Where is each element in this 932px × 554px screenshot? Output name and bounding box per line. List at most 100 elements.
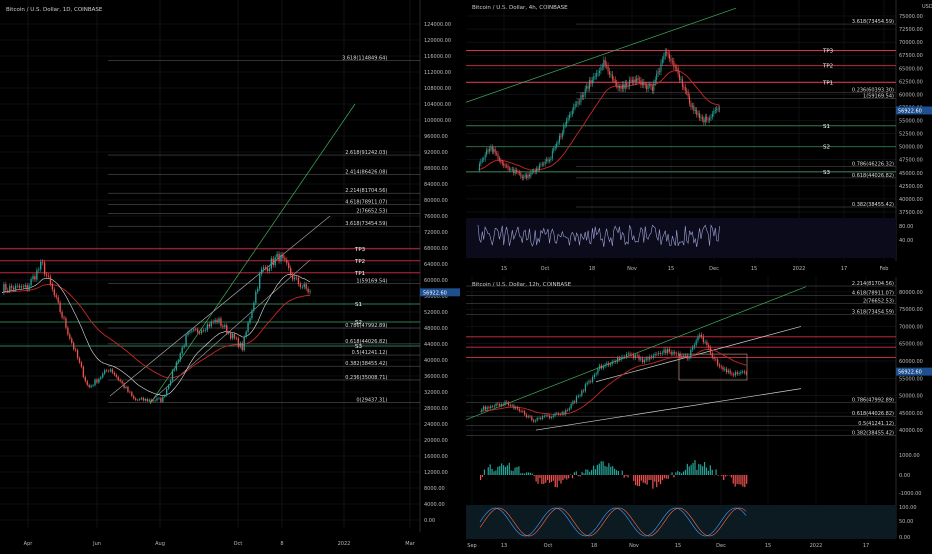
tr-candle — [489, 149, 490, 152]
left-price-tick: 100000.00 — [424, 118, 451, 124]
left-price-tick: 92000.00 — [424, 150, 448, 156]
br-macd-bar — [654, 475, 655, 482]
br-candle — [570, 404, 571, 408]
br-candle — [506, 402, 507, 403]
br-candle — [628, 354, 629, 355]
tr-candle — [630, 80, 631, 81]
br-price-tick: 45000.00 — [899, 411, 923, 417]
br-macd-bar — [505, 467, 506, 475]
br-candle — [692, 347, 693, 350]
br-macd-bar — [509, 463, 510, 475]
br-candle — [524, 411, 525, 414]
left-candle — [118, 377, 119, 380]
br-macd-bar — [712, 470, 713, 475]
left-fib-label: 1(59169.54) — [356, 278, 387, 284]
tr-candle — [686, 91, 687, 92]
left-candle — [238, 338, 239, 347]
br-macd-bar — [723, 475, 724, 480]
br-macd-bar — [702, 466, 703, 475]
br-price-tick: 75000.00 — [899, 307, 923, 313]
br-macd-bar — [555, 475, 556, 487]
left-candle — [160, 398, 161, 402]
br-macd-bar — [700, 464, 701, 475]
tr-candle — [682, 79, 683, 86]
br-candle — [667, 349, 668, 353]
br-macd-bar — [656, 475, 657, 487]
tr-target-label: S1 — [823, 124, 830, 130]
br-candle — [578, 396, 579, 397]
tr-price-tick: 62500.00 — [899, 79, 923, 85]
br-candle — [529, 416, 530, 417]
br-candle — [612, 362, 613, 365]
left-candle — [257, 289, 258, 292]
left-candle — [249, 318, 250, 323]
br-candle — [708, 345, 709, 348]
br-macd-bar — [710, 465, 711, 475]
tr-price-tick: 72500.00 — [899, 27, 923, 33]
tr-candle — [702, 117, 703, 119]
br-macd-bar — [490, 464, 491, 475]
tr-candle — [552, 151, 553, 159]
left-candle — [168, 385, 169, 389]
tr-fib-label: 3.618(73454.59) — [852, 19, 894, 25]
tr-candle — [546, 159, 547, 161]
tr-candle — [592, 80, 593, 83]
chart-12h[interactable]: 80000.0075000.0070000.0065000.0060000.00… — [466, 277, 932, 550]
tr-candle — [689, 96, 690, 103]
br-price-tick: 65000.00 — [899, 342, 923, 348]
left-candle — [131, 392, 132, 396]
left-price-tick: 104000.00 — [424, 102, 451, 108]
br-macd-bar — [560, 475, 561, 484]
br-macd-bar — [627, 475, 628, 477]
chart-4h[interactable]: 75000.0072500.0070000.0067500.0065000.00… — [466, 0, 932, 273]
br-candle — [681, 356, 682, 357]
br-macd-bar — [574, 472, 575, 475]
br-macd-bar — [744, 475, 745, 487]
br-macd-tick: 0.00 — [899, 473, 910, 479]
tr-candle — [658, 71, 659, 73]
tr-candle — [542, 164, 543, 165]
left-candle — [121, 381, 122, 383]
tr-candle — [593, 76, 594, 80]
chart-1d[interactable]: 124000.00120000.00116000.00112000.001080… — [0, 0, 462, 550]
br-candle — [551, 417, 552, 418]
tr-candle — [495, 149, 496, 153]
tr-candle — [532, 171, 533, 172]
left-candle — [156, 399, 157, 401]
left-candle — [265, 267, 266, 268]
br-fib-label: 0.382(38455.42) — [852, 430, 894, 436]
tr-candle — [670, 59, 671, 61]
br-macd-bar — [681, 473, 682, 475]
left-price-tick: 60000.00 — [424, 278, 448, 284]
left-fib-label: 3.618(73454.59) — [345, 221, 387, 227]
br-candle — [704, 342, 705, 343]
tr-candle — [562, 133, 563, 137]
br-candle — [562, 412, 563, 414]
tr-candle — [683, 87, 684, 88]
left-candle — [59, 302, 60, 312]
tr-candle — [716, 109, 717, 110]
left-candle — [294, 278, 295, 280]
br-macd-bar — [537, 475, 538, 484]
left-candle — [149, 400, 150, 402]
tr-price-tick: 42500.00 — [899, 184, 923, 190]
br-time-tick: 13 — [501, 543, 507, 549]
tr-current-price: 56922.60 — [898, 108, 922, 114]
left-candle — [27, 285, 28, 289]
br-candle — [646, 358, 647, 360]
br-candle — [585, 384, 586, 391]
br-macd-bar — [733, 475, 734, 484]
br-macd-bar — [543, 475, 544, 484]
tr-candle — [718, 109, 719, 110]
br-candle — [706, 342, 707, 345]
tr-candle — [518, 172, 519, 173]
br-macd-bar — [614, 469, 615, 475]
left-price-tick: 44000.00 — [424, 342, 448, 348]
left-candle — [87, 381, 88, 385]
tr-candle — [485, 155, 486, 160]
tr-candle — [618, 85, 619, 88]
br-macd-bar — [488, 467, 489, 475]
